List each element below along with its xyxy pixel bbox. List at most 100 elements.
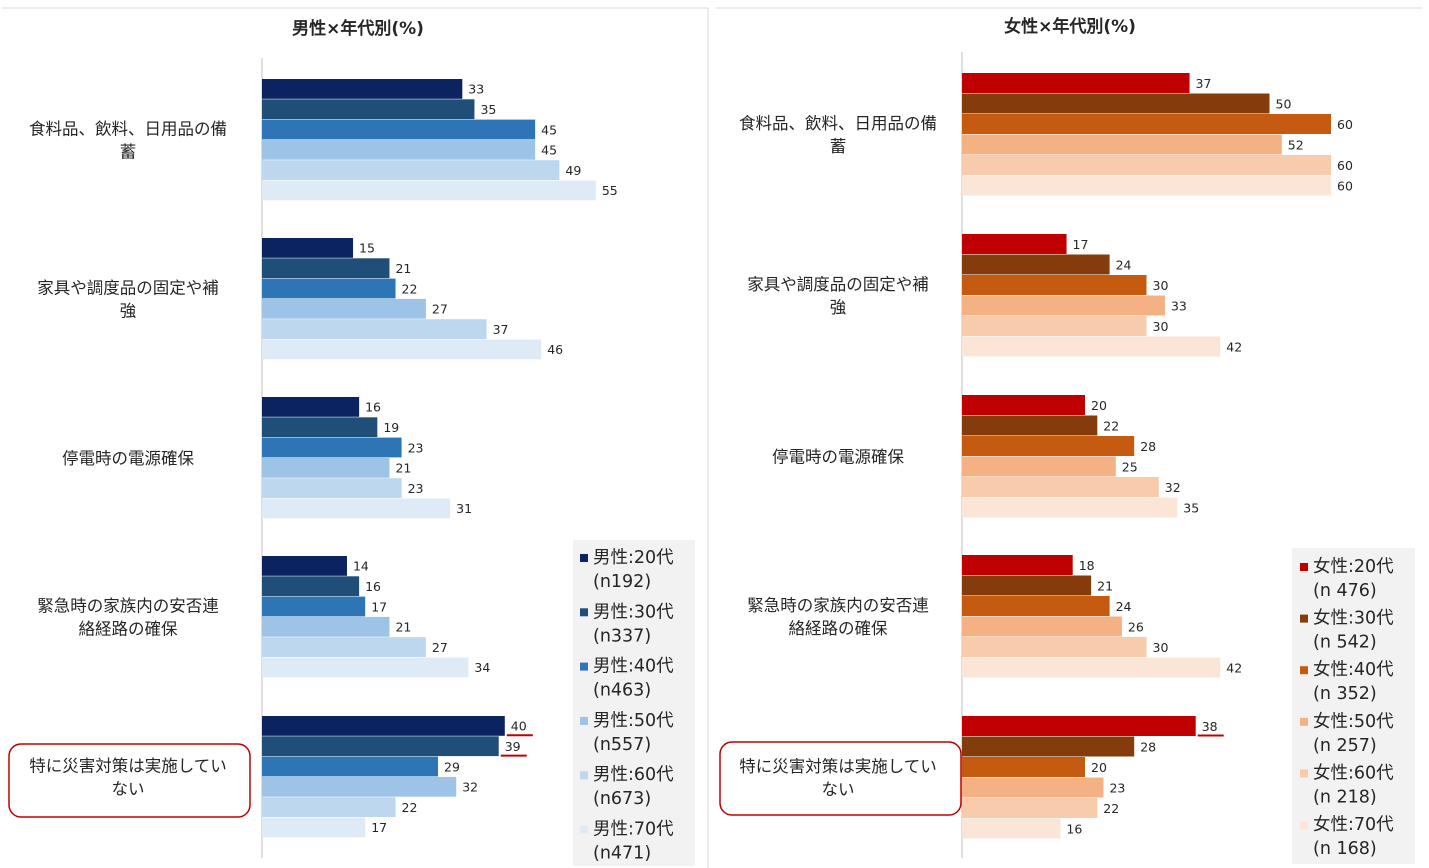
highlight-box: [8, 743, 251, 818]
bar: [262, 457, 390, 478]
legend-n-label: (n 352): [1313, 684, 1377, 704]
data-label: 22: [1103, 801, 1119, 816]
data-label: 24: [1116, 599, 1132, 614]
bar: [262, 417, 378, 438]
bar: [962, 798, 1098, 818]
data-label: 21: [1097, 578, 1113, 593]
data-label: 30: [1153, 640, 1169, 655]
legend-swatch: [580, 608, 588, 617]
data-label: 32: [1165, 480, 1181, 495]
data-label: 50: [1276, 96, 1292, 111]
bar: [962, 436, 1135, 456]
data-label: 21: [395, 620, 411, 635]
bar: [962, 818, 1061, 839]
legend-label: 男性:40代: [593, 657, 674, 677]
legend-n-label: (n 257): [1313, 736, 1377, 756]
bar: [262, 596, 366, 617]
data-label: 17: [371, 599, 387, 614]
legend-swatch: [1300, 769, 1308, 778]
bar: [262, 160, 560, 180]
bar: [262, 616, 390, 637]
bar: [962, 657, 1221, 678]
legend-label: 男性:30代: [593, 602, 674, 622]
data-label: 18: [1079, 558, 1095, 573]
bar: [262, 238, 354, 258]
bar: [262, 478, 402, 498]
data-label: 30: [1153, 319, 1169, 334]
category-label: 家具や調度品の固定や補: [37, 278, 219, 297]
bar: [262, 298, 426, 319]
legend-box: [573, 540, 695, 866]
data-label: 33: [468, 82, 484, 97]
data-label: 22: [402, 281, 418, 296]
category-label: 停電時の電源確保: [772, 448, 905, 467]
data-label: 42: [1226, 660, 1242, 675]
legend-swatch: [580, 554, 588, 562]
female-legend: 女性:20代 (n 476) 女性:30代 (n 542) 女性:40代 (n 352) 女…: [1300, 557, 1394, 859]
data-label: 35: [1183, 500, 1199, 515]
data-label: 23: [1109, 780, 1125, 795]
bar: [962, 757, 1085, 777]
legend-swatch: [1300, 821, 1308, 829]
bar: [962, 134, 1282, 155]
data-label: 45: [541, 122, 557, 137]
male-legend: 男性:20代 (n192) 男性:30代 (n337) 男性:40代 (n463) 男性:5…: [580, 548, 674, 864]
data-label: 16: [1066, 821, 1082, 836]
data-label: 22: [402, 800, 418, 815]
legend-label: 男性:20代: [593, 548, 674, 568]
legend-n-label: (n 218): [1313, 787, 1377, 807]
data-label: 31: [456, 501, 472, 516]
bar: [262, 498, 451, 519]
data-label: 32: [462, 780, 478, 795]
bar: [262, 776, 457, 797]
legend-label: 女性:40代: [1313, 660, 1394, 680]
bar: [262, 817, 366, 838]
category-label: 緊急時の家族内の安否連: [747, 596, 929, 615]
legend-n-label: (n 168): [1313, 839, 1377, 859]
legend-label: 男性:70代: [593, 820, 674, 840]
data-label: 30: [1153, 278, 1169, 293]
data-label: 40: [511, 719, 527, 734]
male-bars: 3335454549551521222737461619232123311416…: [262, 79, 618, 838]
data-label: 49: [565, 163, 581, 178]
data-label: 27: [432, 640, 448, 655]
male-category-labels: 食料品、飲料、日用品の備蓄家具や調度品の固定や補強停電時の電源確保緊急時の家族内…: [8, 119, 251, 818]
data-label: 26: [1128, 619, 1144, 634]
bar: [962, 73, 1190, 93]
male-panel: 男性×年代別(%) 333545454955152122273746161923…: [2, 7, 709, 868]
data-label: 24: [1116, 257, 1132, 272]
data-label: 16: [365, 579, 381, 594]
legend-n-label: (n471): [593, 844, 651, 864]
category-label: 緊急時の家族内の安否連: [37, 596, 219, 615]
category-label: ない: [822, 780, 855, 799]
bar: [262, 119, 536, 140]
legend-n-label: (n 476): [1313, 581, 1377, 601]
data-label: 17: [1073, 237, 1089, 252]
bar: [962, 395, 1085, 415]
data-label: 23: [408, 440, 424, 455]
data-label: 42: [1226, 339, 1242, 354]
legend-n-label: (n673): [593, 789, 651, 809]
bar: [262, 397, 360, 417]
bar: [262, 319, 487, 339]
bar: [962, 114, 1331, 134]
bar: [262, 637, 426, 657]
bar: [262, 437, 402, 458]
legend-n-label: (n557): [593, 735, 651, 755]
bar: [962, 616, 1122, 637]
data-label: 34: [474, 660, 490, 675]
category-label: 特に災害対策は実施してい: [29, 756, 227, 775]
category-label: 強: [120, 301, 137, 320]
legend-box: [1292, 548, 1415, 864]
data-label: 28: [1140, 439, 1156, 454]
legend-swatch: [1300, 717, 1308, 726]
legend-n-label: (n192): [593, 572, 651, 592]
bar: [262, 180, 596, 201]
bar: [962, 336, 1221, 357]
data-label: 37: [493, 322, 509, 337]
bar: [262, 278, 396, 299]
data-label: 14: [353, 559, 369, 574]
chart-title: 男性×年代別(%): [292, 18, 424, 39]
bar: [962, 316, 1147, 336]
